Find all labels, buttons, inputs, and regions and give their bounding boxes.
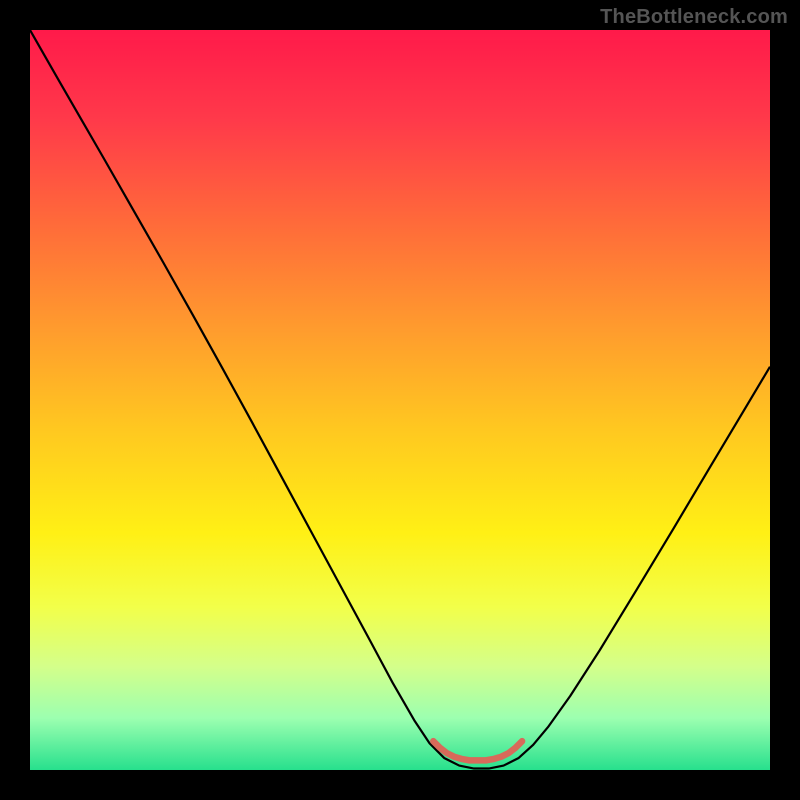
plot-area bbox=[30, 30, 770, 770]
gradient-background bbox=[30, 30, 770, 770]
chart-canvas: TheBottleneck.com bbox=[0, 0, 800, 800]
watermark-text: TheBottleneck.com bbox=[600, 6, 788, 29]
chart-svg bbox=[30, 30, 770, 770]
